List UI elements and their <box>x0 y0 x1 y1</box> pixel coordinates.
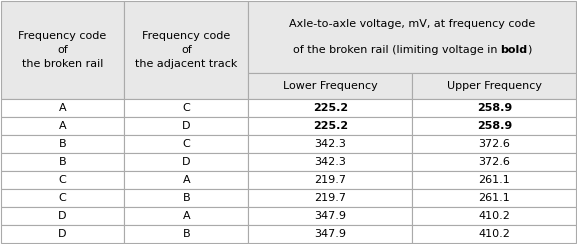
Text: 258.9: 258.9 <box>477 121 512 131</box>
Text: D: D <box>182 121 190 131</box>
Text: A: A <box>182 211 190 221</box>
Bar <box>125 171 248 189</box>
Bar <box>125 1 248 99</box>
Text: 372.6: 372.6 <box>478 139 510 149</box>
Text: C: C <box>182 139 190 149</box>
Bar <box>412 117 576 135</box>
Bar <box>412 207 576 225</box>
Text: C: C <box>59 175 66 185</box>
Text: Lower Frequency: Lower Frequency <box>283 81 377 91</box>
Text: A: A <box>182 175 190 185</box>
Bar <box>412 189 576 207</box>
Text: 342.3: 342.3 <box>314 139 346 149</box>
Bar <box>412 73 576 99</box>
Bar <box>1 207 125 225</box>
Bar <box>125 189 248 207</box>
Text: of the broken rail (limiting voltage in: of the broken rail (limiting voltage in <box>293 45 501 55</box>
Text: 225.2: 225.2 <box>313 121 348 131</box>
Text: 342.3: 342.3 <box>314 157 346 167</box>
Bar <box>1 99 125 117</box>
Bar <box>125 207 248 225</box>
Text: ): ) <box>527 45 532 55</box>
Bar <box>248 189 412 207</box>
Text: C: C <box>182 103 190 113</box>
Text: B: B <box>182 193 190 203</box>
Bar <box>248 153 412 171</box>
Bar <box>1 189 125 207</box>
Bar <box>248 117 412 135</box>
Bar <box>412 99 576 117</box>
Text: 219.7: 219.7 <box>314 193 346 203</box>
Bar <box>1 153 125 171</box>
Text: Frequency code
of
the broken rail: Frequency code of the broken rail <box>18 31 107 69</box>
Bar <box>248 135 412 153</box>
Text: 225.2: 225.2 <box>313 103 348 113</box>
Bar <box>412 171 576 189</box>
Text: A: A <box>59 121 66 131</box>
Text: B: B <box>182 229 190 239</box>
Text: 261.1: 261.1 <box>478 193 510 203</box>
Text: D: D <box>58 229 67 239</box>
Bar <box>248 225 412 243</box>
Text: 219.7: 219.7 <box>314 175 346 185</box>
Text: A: A <box>59 103 66 113</box>
Bar <box>412 225 576 243</box>
Text: 347.9: 347.9 <box>314 229 346 239</box>
Text: 258.9: 258.9 <box>477 103 512 113</box>
Bar <box>248 99 412 117</box>
Bar <box>125 117 248 135</box>
Bar <box>1 135 125 153</box>
Bar <box>125 135 248 153</box>
Bar <box>248 73 412 99</box>
Text: 410.2: 410.2 <box>478 229 510 239</box>
Bar <box>125 99 248 117</box>
Text: 347.9: 347.9 <box>314 211 346 221</box>
Text: 372.6: 372.6 <box>478 157 510 167</box>
Text: 410.2: 410.2 <box>478 211 510 221</box>
Bar <box>248 207 412 225</box>
Bar <box>248 1 576 73</box>
Bar <box>412 135 576 153</box>
Text: C: C <box>59 193 66 203</box>
Text: B: B <box>59 157 66 167</box>
Bar <box>412 153 576 171</box>
Text: D: D <box>182 157 190 167</box>
Bar <box>1 1 125 99</box>
Text: bold: bold <box>500 45 527 55</box>
Text: D: D <box>58 211 67 221</box>
Bar <box>1 171 125 189</box>
Bar <box>248 171 412 189</box>
Text: B: B <box>59 139 66 149</box>
Bar <box>1 117 125 135</box>
Bar <box>1 225 125 243</box>
Text: 261.1: 261.1 <box>478 175 510 185</box>
Bar <box>125 225 248 243</box>
Text: Axle-to-axle voltage, mV, at frequency code: Axle-to-axle voltage, mV, at frequency c… <box>289 19 535 29</box>
Text: Frequency code
of
the adjacent track: Frequency code of the adjacent track <box>135 31 238 69</box>
Bar <box>125 153 248 171</box>
Text: Upper Frequency: Upper Frequency <box>447 81 542 91</box>
